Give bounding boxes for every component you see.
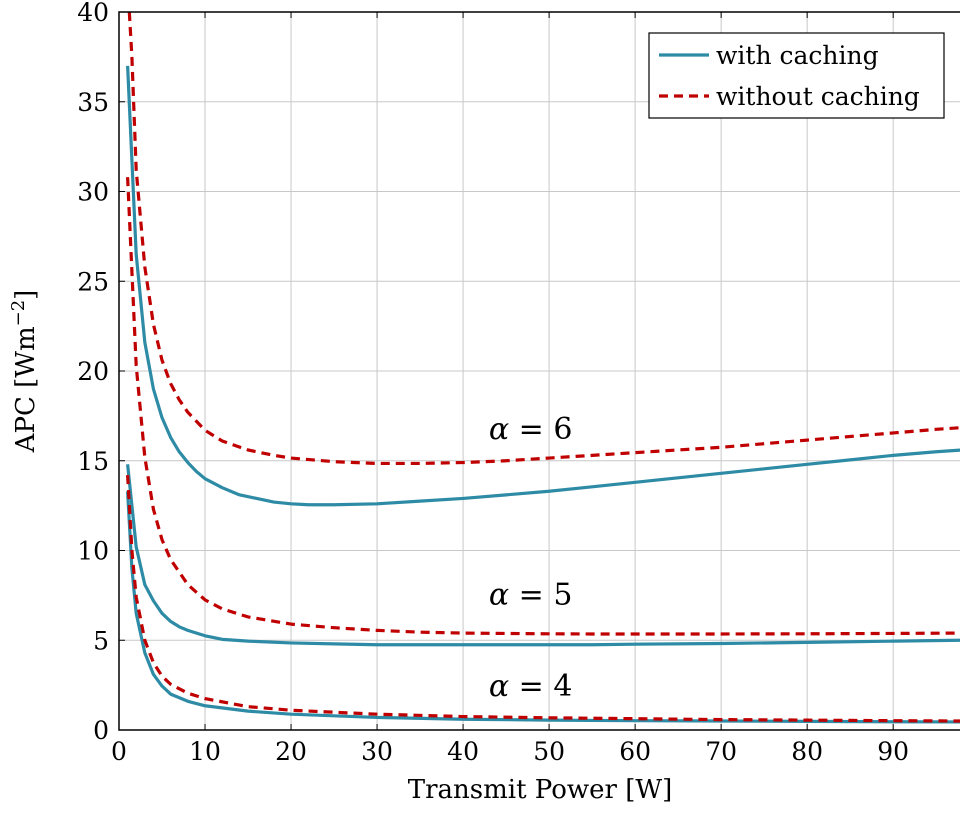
y-tick-label: 35 [77, 88, 109, 117]
y-tick-label: 25 [77, 267, 109, 296]
series-line-with-caching-0 [126, 65, 960, 507]
alpha-annotation: α = 6 [489, 412, 573, 447]
x-tick-label: 90 [877, 737, 909, 766]
y-tick-label: 0 [93, 716, 109, 745]
legend-label-with-caching: with caching [716, 41, 879, 70]
legend-box [648, 32, 945, 119]
series-line-without-caching-1 [127, 12, 960, 466]
x-tick-label: 10 [189, 737, 221, 766]
axis-ticks: 0 10 20 30 40 50 60 70 80 90 0 5 10 15 20 25 30 35 40 [77, 0, 909, 766]
x-tick-label: 70 [705, 737, 737, 766]
y-axis-title-exponent: −2 [8, 300, 29, 327]
series-line-without-caching-3 [126, 177, 960, 636]
series-line-without-caching-5 [126, 475, 960, 723]
y-tick-label: 15 [77, 447, 109, 476]
x-tick-label: 50 [533, 737, 565, 766]
legend: with caching without caching [648, 32, 945, 119]
x-tick-label: 0 [111, 737, 127, 766]
grid [119, 12, 960, 730]
annotations: α = 6 α = 5 α = 4 [489, 412, 573, 704]
x-axis-title: Transmit Power [W] [408, 775, 672, 805]
series-line-with-caching-2 [126, 464, 960, 647]
y-axis-title: APC [Wm−2] [8, 290, 41, 454]
legend-label-without-caching: without caching [716, 82, 920, 111]
y-tick-label: 10 [77, 537, 109, 566]
x-tick-label: 60 [619, 737, 651, 766]
y-tick-label: 20 [77, 357, 109, 386]
x-tick-label: 80 [791, 737, 823, 766]
series-layer [126, 12, 960, 724]
x-tick-label: 20 [275, 737, 307, 766]
alpha-annotation: α = 5 [489, 577, 573, 612]
y-tick-label: 5 [93, 626, 109, 655]
y-tick-label: 40 [77, 0, 109, 27]
x-tick-label: 30 [361, 737, 393, 766]
x-tick-label: 40 [447, 737, 479, 766]
y-tick-label: 30 [77, 178, 109, 207]
alpha-annotation: α = 4 [489, 669, 573, 704]
y-axis-title-close: ] [11, 290, 41, 300]
y-axis-title-main: APC [Wm [11, 326, 41, 453]
